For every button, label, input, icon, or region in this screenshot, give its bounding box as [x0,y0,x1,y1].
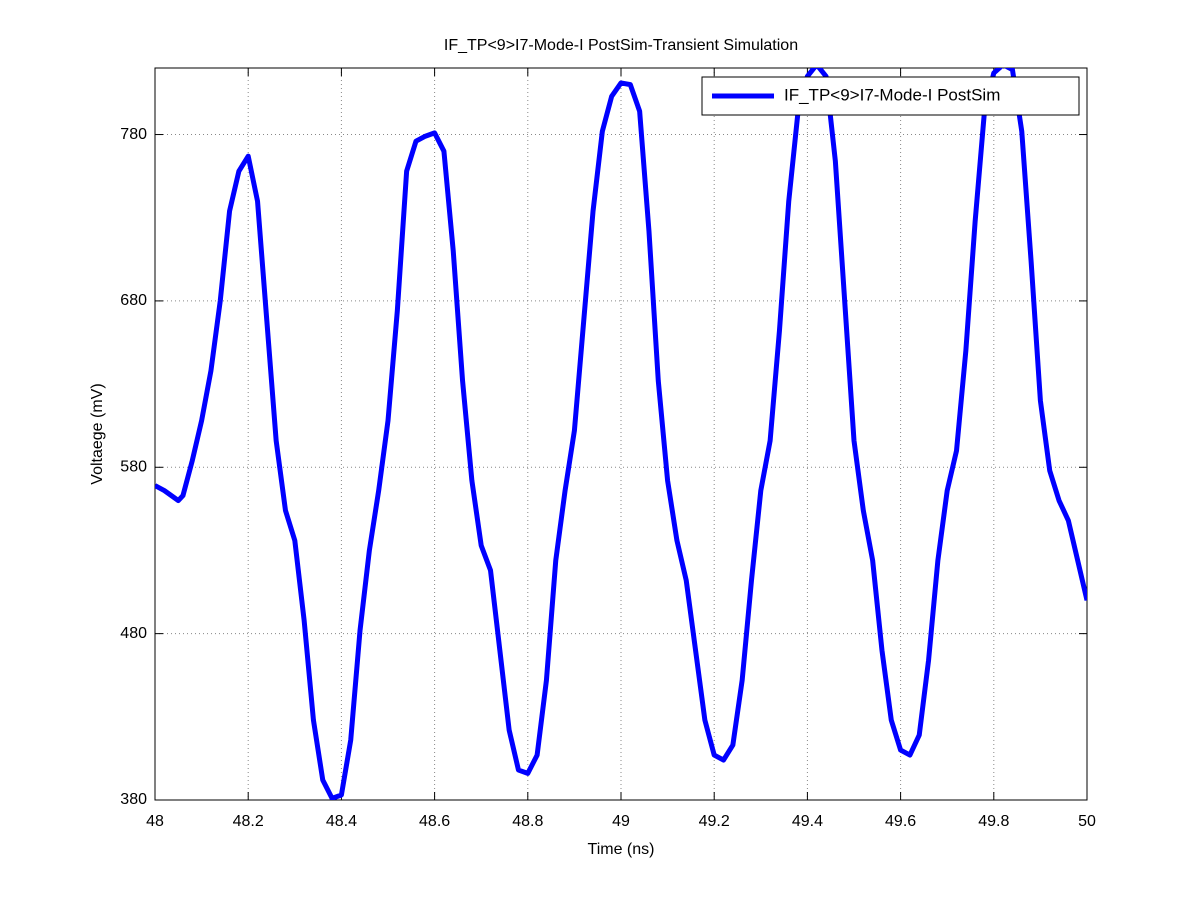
x-tick-label: 48.2 [233,813,264,830]
x-tick-label: 48.8 [512,813,543,830]
x-tick-label: 49.2 [699,813,730,830]
axes-box [154,67,1088,801]
y-tick-label: 580 [120,458,147,475]
y-tick-label: 480 [120,625,147,642]
y-tick-label: 780 [120,126,147,143]
data-line [155,68,1087,800]
x-tick-label: 49 [612,813,630,830]
x-tick-label: 50 [1078,813,1096,830]
legend-label: IF_TP<9>I7-Mode-I PostSim [784,85,1000,104]
plot-area [155,68,1087,800]
x-tick-label: 49.6 [885,813,916,830]
y-axis-label: Voltaege (mV) [89,383,106,484]
x-axis-label: Time (ns) [588,841,655,858]
x-tick-label: 48.6 [419,813,450,830]
x-tick-label: 49.4 [792,813,823,830]
x-tick-label: 48.4 [326,813,357,830]
x-tick-label: 49.8 [978,813,1009,830]
y-tick-label: 380 [120,791,147,808]
x-tick-label: 48 [146,813,164,830]
chart-title: IF_TP<9>I7-Mode-I PostSim-Transient Simu… [444,37,798,54]
y-tick-label: 680 [120,292,147,309]
